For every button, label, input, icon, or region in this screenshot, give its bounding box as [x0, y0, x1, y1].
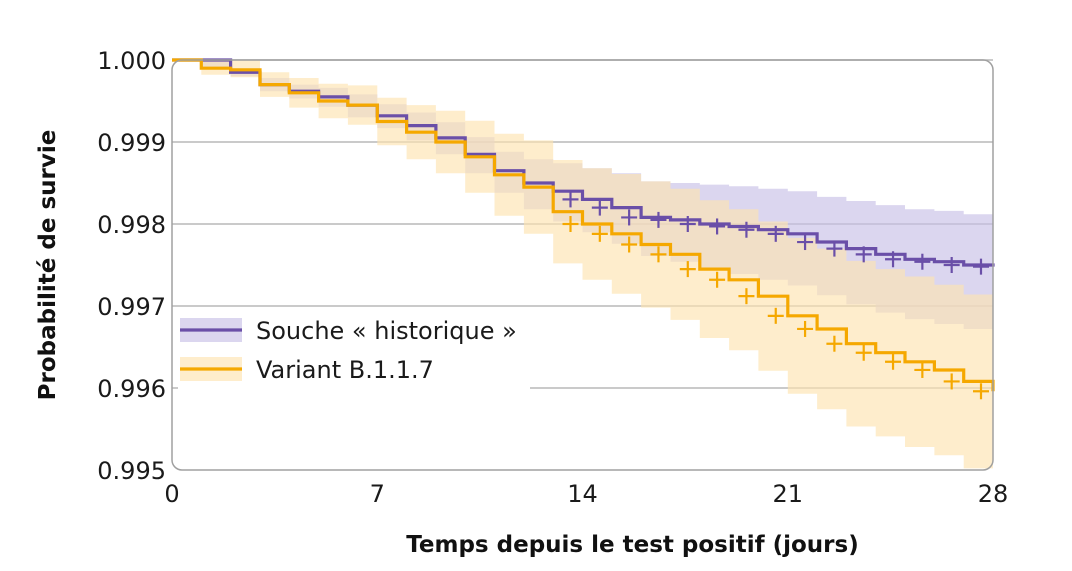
y-tick-label: 0.996: [97, 375, 166, 403]
x-tick-label: 0: [164, 480, 179, 508]
y-tick-label: 1.000: [97, 47, 166, 75]
x-tick-label: 7: [370, 480, 385, 508]
confidence-band-1: [172, 60, 993, 481]
y-tick-label: 0.995: [97, 457, 166, 485]
legend-label: Souche « historique »: [256, 317, 517, 345]
confidence-bands: [172, 60, 993, 481]
survival-line-0: [172, 58, 995, 267]
x-axis-title: Temps depuis le test positif (jours): [406, 532, 858, 558]
survival-curves: [172, 58, 995, 392]
plot-frame: [171, 59, 994, 471]
x-axis-ticks: 0 7 14 21 28: [164, 480, 1008, 508]
x-tick-label: 21: [772, 480, 803, 508]
censor-marks: [562, 191, 989, 400]
y-tick-label: 0.999: [97, 129, 166, 157]
y-axis-ticks: 0.995 0.996 0.997 0.998 0.999 1.000: [97, 47, 166, 485]
legend: Souche « historique » Variant B.1.1.7: [178, 307, 530, 397]
survival-line-1: [172, 58, 995, 392]
x-tick-label: 14: [567, 480, 598, 508]
legend-label: Variant B.1.1.7: [256, 356, 434, 384]
y-tick-label: 0.998: [97, 211, 166, 239]
y-tick-label: 0.997: [97, 293, 166, 321]
y-axis-title: Probabilité de survie: [35, 130, 61, 401]
x-tick-label: 28: [978, 480, 1009, 508]
